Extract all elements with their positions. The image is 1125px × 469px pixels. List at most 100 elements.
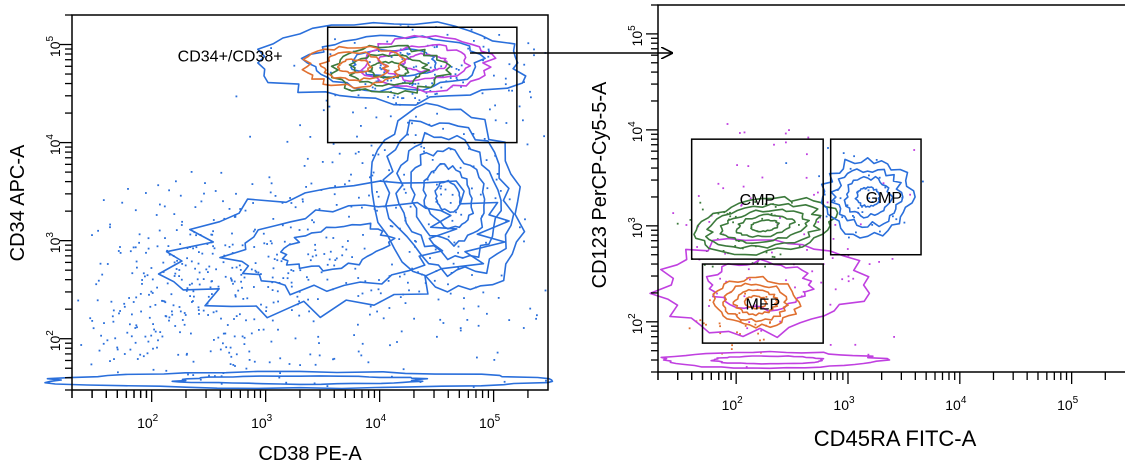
event-dot	[370, 289, 373, 292]
event-dot	[411, 84, 414, 86]
event-dot	[282, 277, 285, 279]
event-dot	[425, 92, 428, 94]
event-dot	[312, 320, 315, 323]
event-dot	[353, 334, 355, 336]
event-dot	[299, 364, 301, 366]
event-dot	[159, 331, 162, 333]
event-dot	[315, 254, 318, 257]
event-dot	[524, 218, 526, 221]
event-dot	[197, 309, 200, 311]
event-dot	[211, 293, 213, 295]
contour-line	[843, 175, 894, 219]
event-dot	[791, 201, 793, 204]
event-dot	[392, 97, 395, 99]
event-dot	[228, 246, 231, 248]
x-tick-label: 104	[945, 395, 967, 413]
event-dot	[335, 257, 338, 260]
event-dot	[375, 80, 378, 83]
event-dot	[220, 317, 222, 320]
event-dot	[209, 350, 212, 353]
event-dot	[749, 197, 752, 200]
event-dot	[279, 372, 281, 374]
event-dot	[744, 292, 746, 295]
event-dot	[403, 173, 405, 176]
event-dot	[369, 313, 371, 316]
right-plot-frame	[657, 4, 1125, 373]
event-dot	[220, 382, 223, 385]
event-dot	[136, 266, 138, 269]
event-dot	[290, 285, 293, 288]
event-dot	[289, 197, 291, 199]
event-dot	[356, 135, 358, 138]
event-dot	[212, 219, 215, 221]
event-dot	[286, 140, 289, 143]
event-dot	[212, 230, 214, 233]
event-dot	[235, 315, 238, 317]
event-dot	[298, 314, 301, 317]
right-populations	[649, 123, 924, 370]
event-dot	[220, 375, 223, 378]
event-dot	[314, 243, 316, 246]
event-dot	[376, 310, 378, 313]
event-dot	[494, 197, 497, 200]
event-dot	[350, 205, 353, 208]
event-dot	[418, 99, 421, 102]
event-dot	[181, 319, 184, 321]
right-x-ticks: 102 103 104 105	[657, 372, 1106, 413]
event-dot	[148, 293, 150, 296]
event-dot	[722, 187, 725, 190]
event-dot	[408, 289, 410, 292]
event-dot	[361, 206, 363, 209]
event-dot	[118, 312, 120, 315]
event-dot	[463, 133, 465, 135]
event-dot	[134, 209, 137, 212]
event-dot	[370, 144, 373, 147]
event-dot	[460, 213, 463, 216]
left-gates: CD34+/CD38+	[178, 26, 518, 144]
event-dot	[186, 352, 188, 355]
event-dot	[417, 82, 420, 85]
contour-line	[157, 180, 510, 319]
event-dot	[214, 375, 216, 377]
event-dot	[162, 261, 165, 264]
event-dot	[482, 59, 484, 62]
event-dot	[211, 252, 214, 255]
event-dot	[149, 305, 152, 308]
event-dot	[306, 276, 308, 279]
event-dot	[135, 296, 138, 299]
event-dot	[249, 135, 251, 138]
contour-line	[280, 222, 396, 272]
event-dot	[290, 281, 293, 284]
gate-label: CD34+/CD38+	[178, 48, 283, 65]
event-dot	[317, 335, 320, 338]
event-dot	[696, 246, 698, 248]
event-dot	[853, 216, 855, 219]
event-dot	[798, 245, 801, 247]
event-dot	[232, 282, 234, 285]
event-dot	[235, 95, 238, 98]
y-tick-label: 105	[45, 36, 63, 58]
event-dot	[391, 225, 394, 228]
x-tick-label: 104	[365, 413, 387, 431]
event-dot	[368, 61, 371, 63]
event-dot	[119, 252, 122, 254]
event-dot	[347, 240, 349, 242]
event-dot	[519, 226, 521, 229]
event-dot	[505, 122, 508, 124]
event-dot	[440, 185, 443, 188]
event-dot	[459, 327, 462, 329]
event-dot	[132, 301, 135, 303]
x-tick-label: 102	[722, 395, 744, 413]
event-dot	[299, 124, 301, 127]
event-dot	[290, 269, 293, 271]
contour-line	[422, 163, 475, 230]
event-dot	[194, 267, 196, 270]
event-dot	[794, 286, 796, 289]
event-dot	[457, 267, 460, 270]
event-dot	[131, 272, 134, 275]
event-dot	[841, 278, 844, 281]
event-dot	[411, 122, 413, 125]
event-dot	[305, 186, 307, 188]
event-dot	[136, 326, 138, 329]
event-dot	[482, 45, 485, 48]
